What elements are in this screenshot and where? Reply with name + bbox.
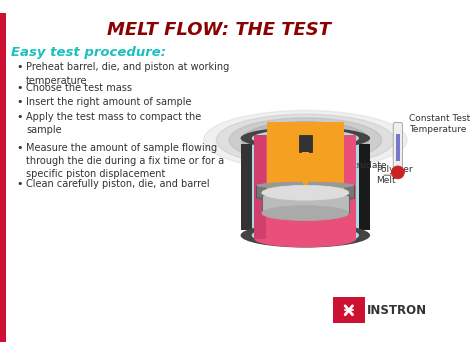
FancyBboxPatch shape bbox=[302, 208, 305, 213]
Ellipse shape bbox=[229, 118, 382, 162]
Ellipse shape bbox=[242, 121, 369, 159]
Text: Preheat barrel, die, and piston at working
temperature: Preheat barrel, die, and piston at worki… bbox=[26, 62, 229, 86]
FancyBboxPatch shape bbox=[396, 133, 400, 161]
FancyBboxPatch shape bbox=[262, 195, 349, 213]
FancyBboxPatch shape bbox=[241, 144, 252, 230]
FancyBboxPatch shape bbox=[255, 135, 356, 239]
FancyBboxPatch shape bbox=[255, 135, 265, 239]
Ellipse shape bbox=[262, 206, 349, 220]
Text: INSTRON: INSTRON bbox=[367, 304, 428, 317]
Text: •: • bbox=[17, 83, 23, 93]
Ellipse shape bbox=[256, 182, 355, 189]
Ellipse shape bbox=[255, 125, 356, 155]
Ellipse shape bbox=[252, 129, 359, 147]
Text: Clean carefully piston, die, and barrel: Clean carefully piston, die, and barrel bbox=[26, 179, 210, 189]
Ellipse shape bbox=[280, 133, 331, 147]
Ellipse shape bbox=[255, 231, 356, 247]
FancyBboxPatch shape bbox=[301, 152, 309, 180]
Text: Extrudate: Extrudate bbox=[310, 161, 387, 175]
FancyBboxPatch shape bbox=[252, 138, 359, 235]
FancyBboxPatch shape bbox=[301, 208, 310, 213]
Text: Constant Test
Temperature: Constant Test Temperature bbox=[409, 114, 470, 133]
FancyBboxPatch shape bbox=[256, 185, 355, 198]
FancyBboxPatch shape bbox=[0, 13, 7, 342]
Text: MELT FLOW: THE TEST: MELT FLOW: THE TEST bbox=[107, 21, 331, 39]
Ellipse shape bbox=[256, 195, 355, 202]
Text: •: • bbox=[17, 112, 23, 122]
FancyBboxPatch shape bbox=[267, 121, 344, 198]
Ellipse shape bbox=[216, 114, 394, 166]
Text: •: • bbox=[17, 97, 23, 106]
Text: Polymer
Melt: Polymer Melt bbox=[376, 165, 412, 185]
Text: Insert the right amount of sample: Insert the right amount of sample bbox=[26, 97, 191, 106]
FancyBboxPatch shape bbox=[299, 135, 312, 152]
Ellipse shape bbox=[292, 136, 318, 144]
Text: •: • bbox=[17, 62, 23, 72]
FancyBboxPatch shape bbox=[333, 297, 365, 323]
Ellipse shape bbox=[241, 127, 370, 149]
Text: •: • bbox=[17, 179, 23, 189]
Ellipse shape bbox=[267, 195, 344, 202]
FancyBboxPatch shape bbox=[393, 122, 402, 170]
Text: Easy test procedure:: Easy test procedure: bbox=[11, 46, 166, 59]
Text: •: • bbox=[17, 143, 23, 153]
Ellipse shape bbox=[252, 225, 359, 245]
FancyBboxPatch shape bbox=[359, 144, 370, 230]
Ellipse shape bbox=[262, 185, 349, 200]
Ellipse shape bbox=[241, 223, 370, 247]
Text: Apply the test mass to compact the
sample: Apply the test mass to compact the sampl… bbox=[26, 112, 201, 136]
Ellipse shape bbox=[203, 110, 407, 170]
Ellipse shape bbox=[392, 166, 404, 179]
Polygon shape bbox=[301, 180, 309, 189]
Ellipse shape bbox=[267, 129, 344, 151]
Text: Measure the amount of sample flowing
through the die during a fix time or for a
: Measure the amount of sample flowing thr… bbox=[26, 143, 224, 179]
Text: Choose the test mass: Choose the test mass bbox=[26, 83, 132, 93]
